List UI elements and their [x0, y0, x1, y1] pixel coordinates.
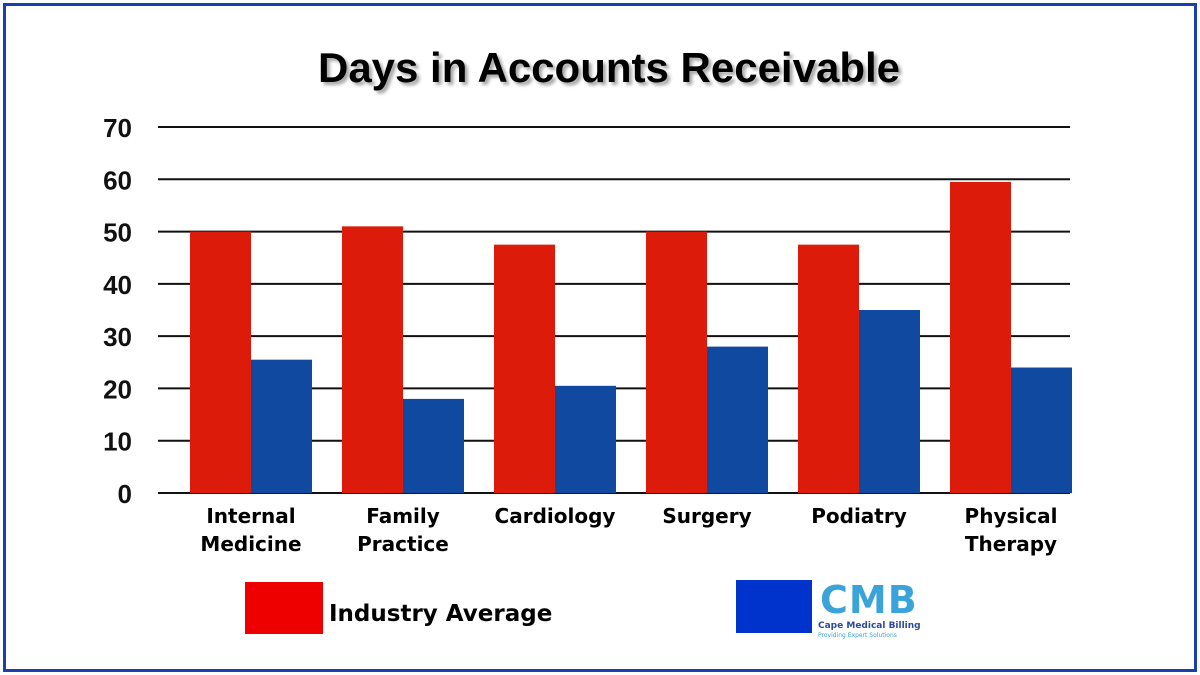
bar-cape-medical-billing-0 — [251, 359, 312, 493]
bar-industry-average-2 — [494, 244, 555, 493]
y-tick-label: 0 — [118, 479, 132, 509]
chart-title: Days in Accounts Receivable — [317, 44, 900, 91]
y-tick-label: 40 — [103, 270, 132, 300]
x-tick-label: Physical Therapy — [965, 504, 1058, 556]
bar-cape-medical-billing-4 — [859, 310, 920, 493]
y-tick-label: 50 — [103, 218, 132, 248]
bar-cape-medical-billing-3 — [707, 346, 768, 493]
legend-swatch-cape-medical-billing — [736, 580, 812, 633]
y-tick-label: 60 — [103, 165, 132, 195]
bar-industry-average-1 — [342, 226, 403, 494]
legend-label-industry-average: Industry Average — [329, 601, 553, 627]
logo-name: Cape Medical Billing — [818, 621, 921, 631]
logo-tagline: Providing Expert Solutions — [818, 632, 897, 639]
legend-swatch-industry-average — [245, 582, 323, 634]
x-tick-label: Internal Medicine — [200, 504, 301, 556]
cape-medical-billing-logo: CMB Cape Medical Billing Providing Exper… — [816, 578, 921, 640]
bars — [190, 181, 1072, 494]
bar-industry-average-5 — [950, 181, 1011, 493]
logo-letters: CMB — [820, 578, 918, 622]
y-axis-ticks: 0 10 20 30 40 50 60 70 — [103, 113, 132, 509]
bar-industry-average-0 — [190, 231, 251, 494]
bar-cape-medical-billing-5 — [1011, 367, 1072, 493]
x-tick-label: Cardiology — [495, 504, 616, 528]
y-tick-label: 70 — [103, 113, 132, 143]
bar-industry-average-3 — [646, 231, 707, 494]
y-tick-label: 20 — [103, 374, 132, 404]
x-tick-label: Family Practice — [357, 504, 449, 556]
bar-industry-average-4 — [798, 244, 859, 493]
bar-cape-medical-billing-1 — [403, 398, 464, 493]
x-tick-label: Surgery — [662, 504, 751, 528]
y-tick-label: 30 — [103, 322, 132, 352]
chart-frame — [3, 3, 1197, 672]
bar-cape-medical-billing-2 — [555, 385, 616, 493]
x-tick-label: Podiatry — [811, 504, 907, 528]
x-axis-ticks: Internal Medicine Family Practice Cardiology… — [200, 504, 1057, 556]
y-tick-label: 10 — [103, 427, 132, 457]
